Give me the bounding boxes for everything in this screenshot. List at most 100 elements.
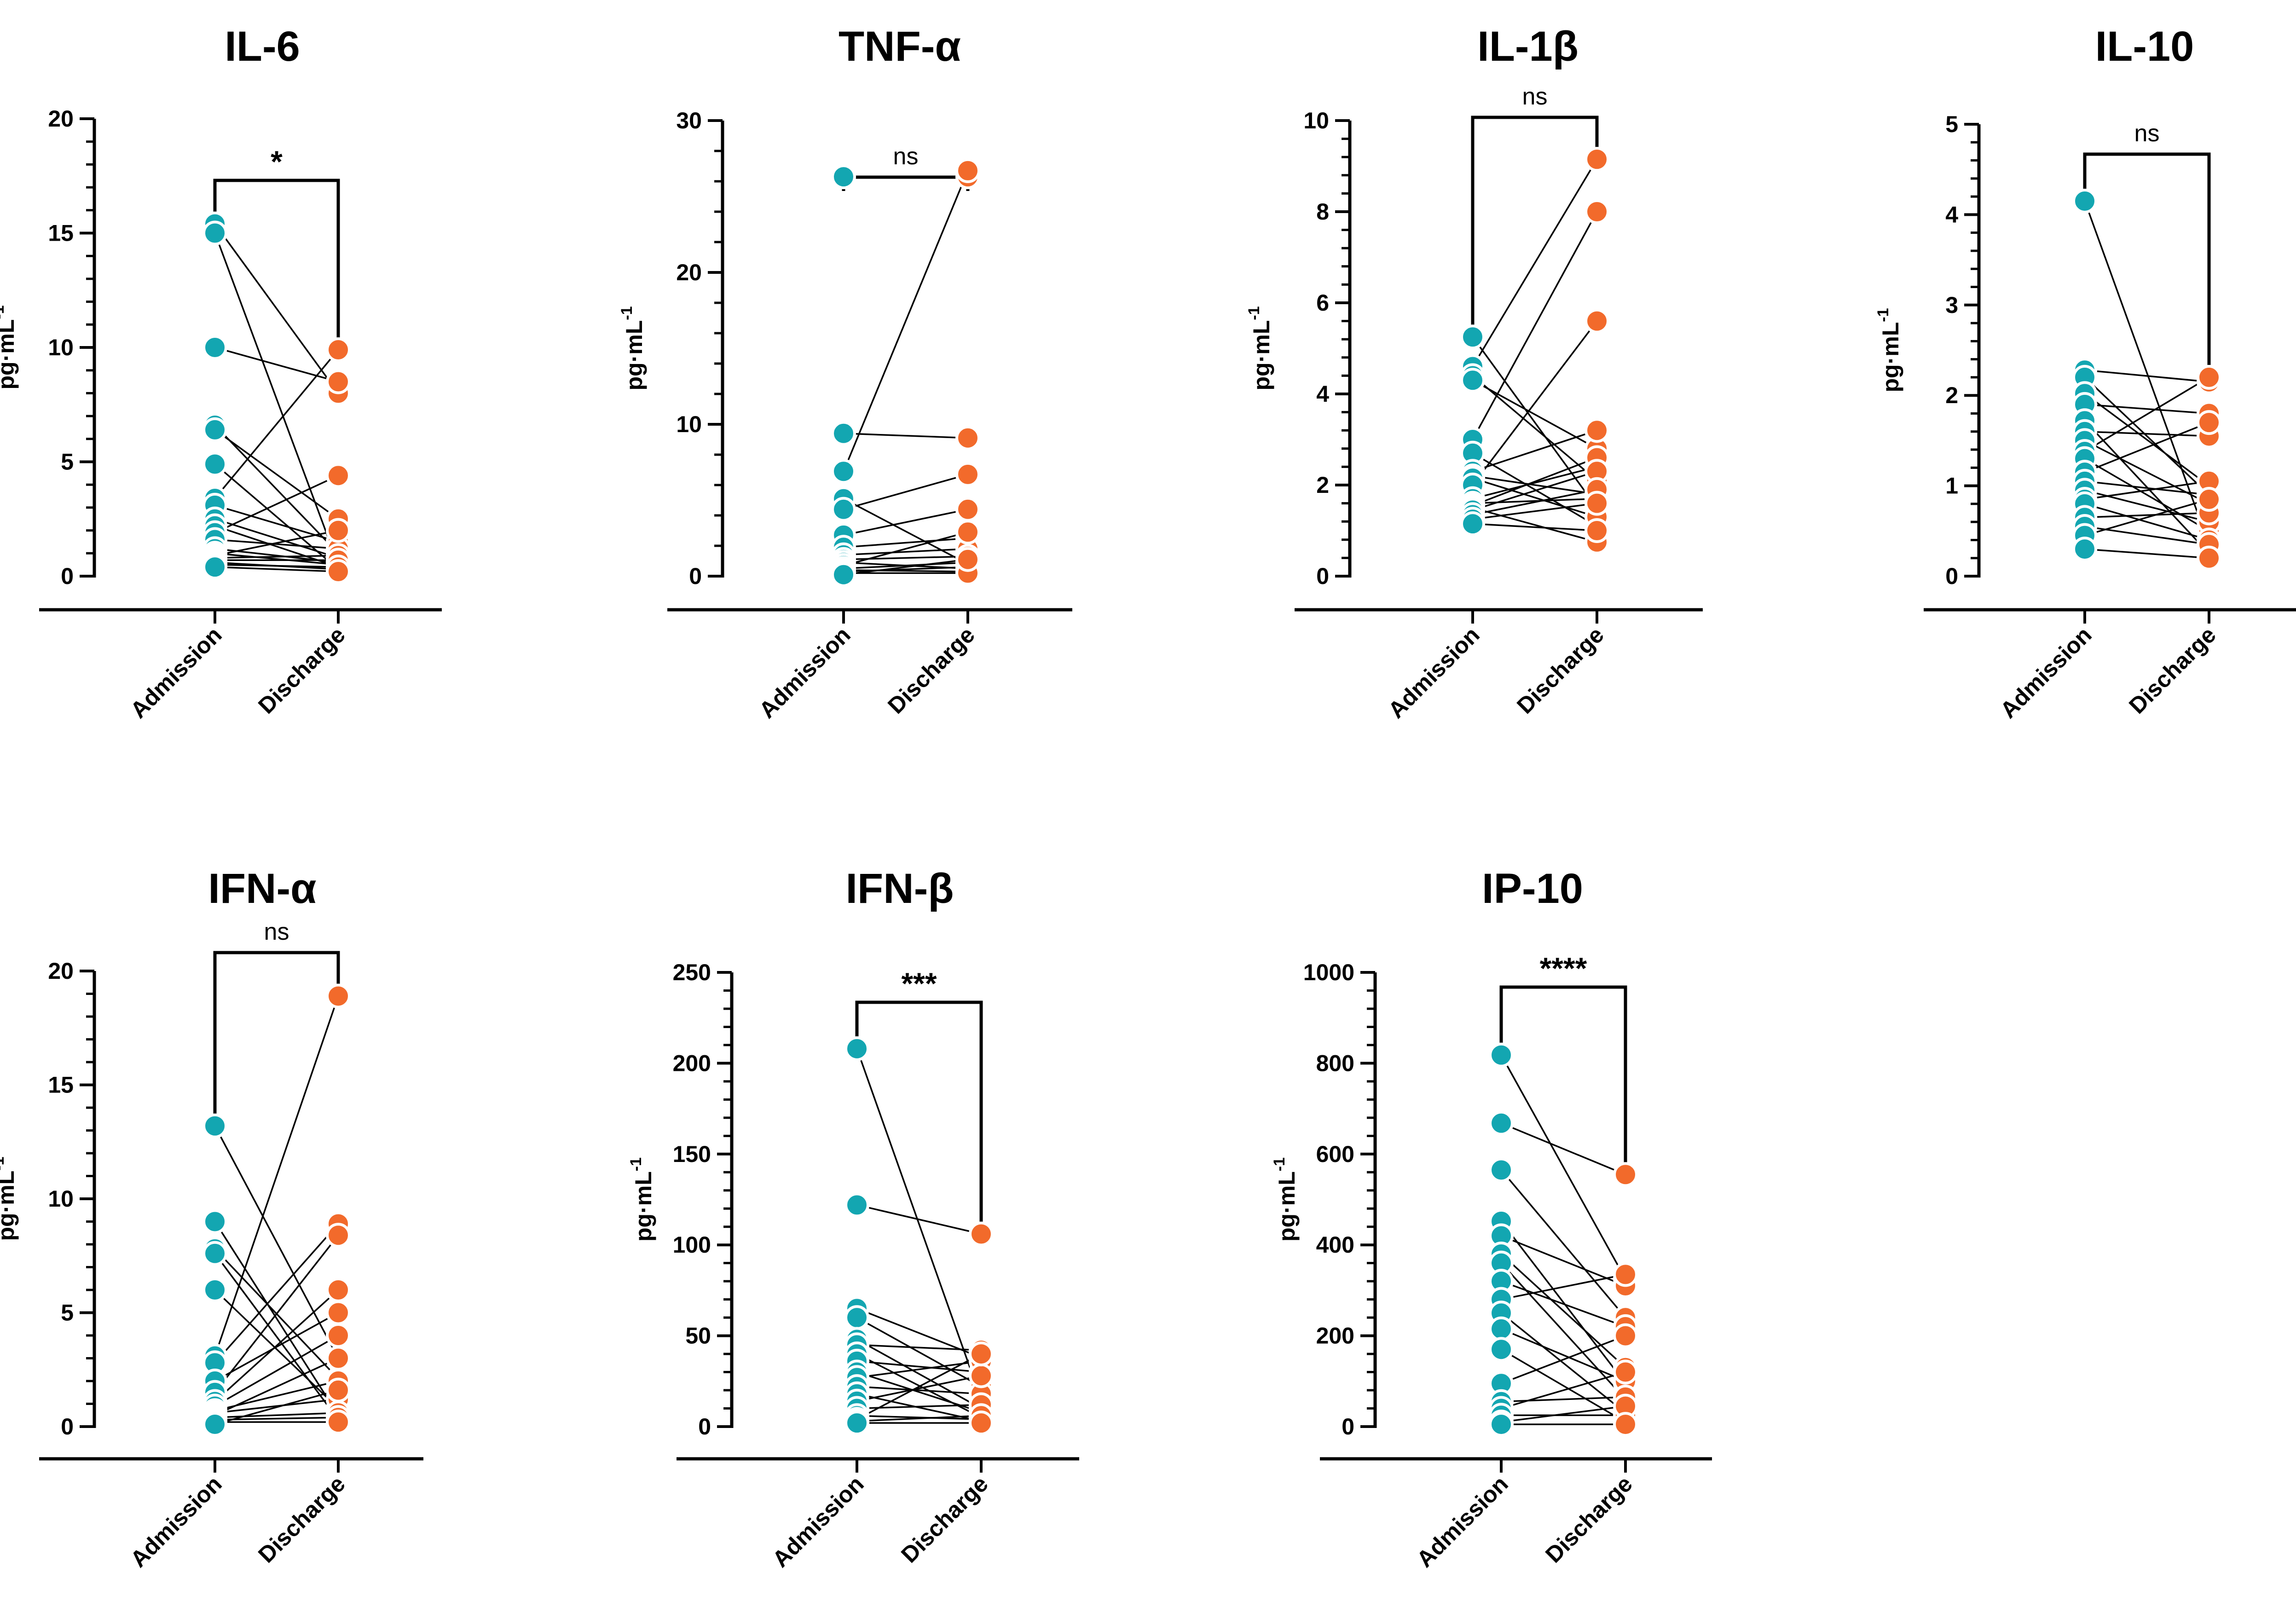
discharge-point: [326, 1377, 351, 1403]
paired-line: [2084, 201, 2210, 545]
paired-line: [1501, 1235, 1626, 1287]
paired-line: [1472, 375, 1598, 481]
y-tick-label: 2: [1945, 382, 1958, 408]
y-tick-label: 1000: [1303, 959, 1354, 985]
chart-title: IFN-α: [208, 865, 316, 912]
paired-line: [2084, 420, 2210, 555]
paired-line: [214, 529, 339, 556]
chart-title: IL-10: [2095, 23, 2194, 70]
y-tick-label: 10: [48, 335, 74, 360]
x-category-label: Admission: [125, 1471, 226, 1572]
admission-point: [844, 1192, 869, 1218]
paired-line: [843, 474, 968, 510]
discharge-point: [326, 1300, 351, 1325]
y-tick-label: 50: [685, 1323, 711, 1349]
paired-line: [214, 995, 339, 1357]
significance-bracket: [2083, 152, 2211, 367]
y-axis-label: pg·mL-1: [618, 306, 647, 391]
paired-line: [214, 518, 339, 559]
discharge-point: [2197, 545, 2221, 571]
paired-line: [1500, 1220, 1626, 1384]
discharge-point: [955, 462, 980, 487]
y-tick-label: 800: [1316, 1050, 1354, 1076]
admission-point: [1460, 511, 1485, 537]
paired-line: [856, 1353, 982, 1420]
paired-line: [214, 424, 339, 554]
paired-line: [214, 474, 339, 534]
paired-line: [843, 509, 968, 536]
y-tick-label: 0: [698, 1414, 711, 1439]
significance-bracket: [842, 175, 970, 191]
paired-line: [214, 1289, 339, 1409]
admission-point: [202, 417, 227, 442]
y-tick-label: 3: [1945, 292, 1958, 318]
paired-line: [1501, 1273, 1626, 1300]
paired-line: [1501, 1122, 1626, 1175]
paired-line: [1472, 211, 1598, 440]
paired-line: [1472, 320, 1598, 486]
paired-line: [2084, 498, 2209, 537]
discharge-point: [2197, 364, 2221, 390]
paired-line: [843, 548, 968, 556]
discharge-point: [1585, 308, 1609, 334]
admission-point: [202, 220, 227, 246]
paired-line: [214, 1289, 339, 1402]
y-tick-label: 2: [1316, 472, 1329, 498]
chart-panel-1: IL-6 0 5 10 15 20 pg·mL-1 Admission Discharge *: [0, 23, 442, 723]
chart-title: IFN-β: [846, 865, 954, 912]
y-tick-label: 400: [1316, 1232, 1354, 1258]
admission-point: [1489, 1157, 1514, 1183]
discharge-point: [326, 1410, 351, 1435]
paired-line: [1501, 1396, 1626, 1403]
admission-point: [202, 1412, 227, 1437]
y-tick-label: 20: [676, 260, 702, 285]
discharge-point: [326, 1277, 351, 1302]
y-axis-label: pg·mL-1: [1874, 308, 1903, 393]
admission-point: [831, 459, 856, 484]
paired-line: [1472, 507, 1597, 543]
significance-label: *: [271, 144, 283, 179]
discharge-point: [1585, 199, 1609, 224]
paired-line: [2084, 422, 2209, 473]
significance-label: ****: [1540, 951, 1587, 985]
paired-line: [1501, 1280, 1626, 1328]
paired-line: [1500, 1262, 1626, 1400]
paired-line: [856, 1048, 982, 1400]
paired-line: [1472, 379, 1597, 450]
paired-line: [1500, 1253, 1626, 1368]
y-tick-label: 0: [61, 1414, 74, 1439]
paired-line: [214, 1253, 339, 1421]
admission-point: [844, 1036, 869, 1061]
y-tick-label: 0: [1316, 563, 1329, 589]
y-tick-label: 1: [1945, 473, 1958, 499]
y-tick-label: 600: [1316, 1141, 1354, 1167]
paired-line: [214, 538, 339, 550]
paired-line: [1501, 1335, 1626, 1384]
discharge-point: [1613, 1412, 1638, 1437]
paired-line: [214, 1221, 339, 1416]
discharge-point: [1613, 1359, 1638, 1385]
discharge-point: [326, 337, 351, 362]
admission-point: [831, 562, 856, 587]
admission-point: [202, 335, 227, 360]
chart-title: TNF-α: [839, 23, 961, 70]
paired-line: [1501, 1405, 1626, 1423]
y-tick-label: 6: [1316, 290, 1329, 316]
paired-line: [214, 1223, 339, 1364]
y-tick-label: 10: [1303, 108, 1329, 133]
paired-line: [214, 223, 339, 394]
y-tick-label: 0: [1945, 563, 1958, 589]
discharge-point: [326, 518, 351, 543]
paired-line: [2084, 548, 2209, 559]
chart-title: IP-10: [1482, 865, 1583, 912]
paired-line: [843, 433, 968, 439]
paired-line: [856, 1204, 982, 1235]
paired-line: [856, 1386, 982, 1395]
paired-line: [2084, 480, 2209, 496]
y-tick-label: 200: [673, 1050, 711, 1076]
paired-line: [856, 1338, 982, 1410]
paired-line: [1472, 336, 1598, 509]
chart-panel-7: IP-10 0 200 400 600 800 1000 pg·mL-1 Admission Di…: [1271, 865, 1712, 1572]
paired-line: [856, 1317, 982, 1387]
y-tick-label: 4: [1945, 202, 1958, 227]
